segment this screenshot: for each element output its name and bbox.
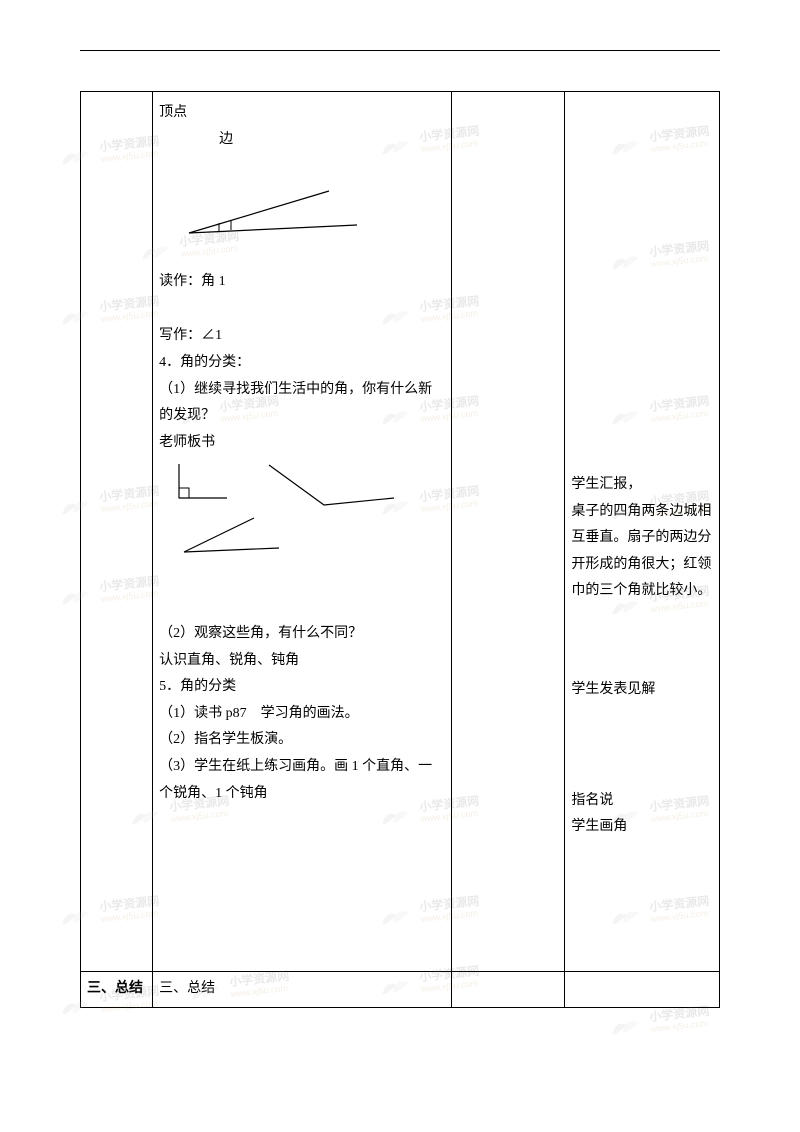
top-rule [80,50,720,51]
write-as: 写作：∠1 [159,323,445,350]
recognize-angles: 认识直角、锐角、钝角 [159,648,445,675]
read-as: 读作：角 1 [159,269,445,296]
col3-cell [452,92,565,972]
student-opinion: 学生发表见解 [571,677,713,704]
summary-col2: 三、总结 [153,972,452,1008]
section5-title: 5．角的分类 [159,674,445,701]
summary-col4 [565,972,720,1008]
section5-item2: （2）指名学生板演。 [159,727,445,754]
lesson-table: 顶点 边 读作：角 1 写作：∠1 4．角的分类： （1）继续 [80,91,720,1008]
section4-title: 4．角的分类： [159,350,445,377]
angle-group-diagram [159,460,445,571]
student-draw: 学生画角 [571,814,713,841]
student-desc: 桌子的四角两条边城相互垂直。扇子的两边分开形成的角很大；红领巾的三个角就比较小。 [571,499,713,605]
summary-col1: 三、总结 [81,972,153,1008]
watermark-item: 小学资源网www.xj5u.com [609,1005,711,1039]
vertex-label: 顶点 [159,100,445,127]
question-1: （1）继续寻找我们生活中的角，你有什么新的发现？ [159,377,445,430]
call-name: 指名说 [571,788,713,815]
summary-col3 [452,972,565,1008]
col1-cell [81,92,153,972]
teacher-note: 老师板书 [159,430,445,457]
angle-diagram-1 [179,183,445,259]
student-report: 学生汇报， [571,472,713,499]
col2-cell: 顶点 边 读作：角 1 写作：∠1 4．角的分类： （1）继续 [153,92,452,972]
section5-item3: （3）学生在纸上练习画角。画 1 个直角、一个锐角、1 个钝角 [159,754,445,807]
question-2: （2）观察这些角，有什么不同？ [159,621,445,648]
section5-item1: （1）读书 p87 学习角的画法。 [159,701,445,728]
col4-cell: 学生汇报， 桌子的四角两条边城相互垂直。扇子的两边分开形成的角很大；红领巾的三个… [565,92,720,972]
edge-label: 边 [159,127,445,154]
